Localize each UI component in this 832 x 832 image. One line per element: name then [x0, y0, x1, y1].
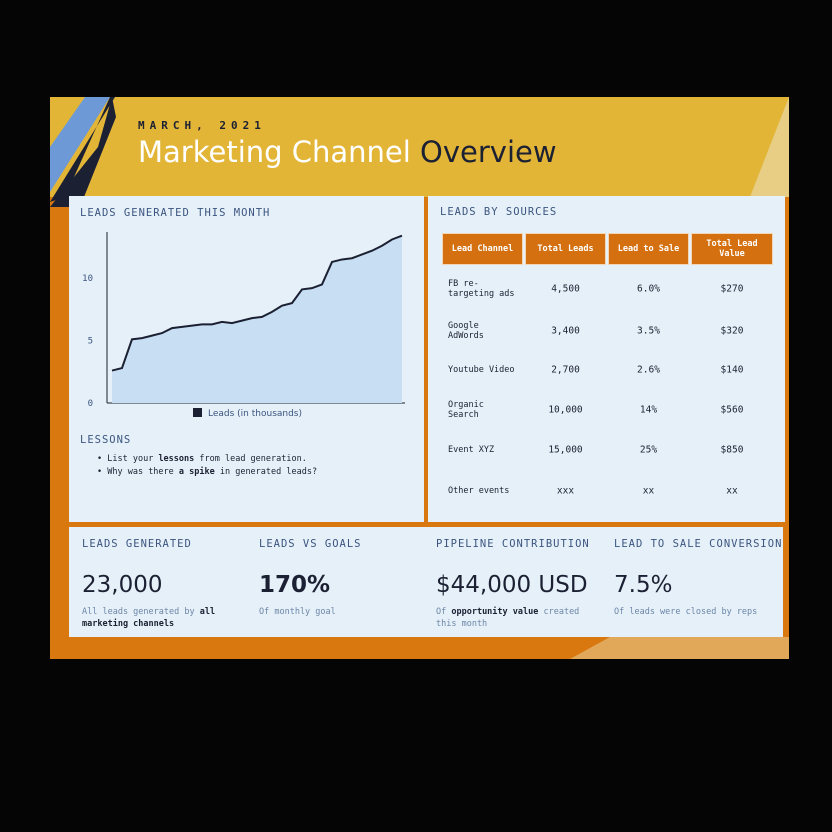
chart: 0 5 10 Leads (in thousands): [82, 232, 405, 419]
kpi-note-text: Of monthly goal: [259, 607, 336, 617]
table-panel: LEADS BY SOURCES Lead Channel Total Leads…: [428, 196, 785, 522]
table-header: Total Leads: [525, 233, 606, 265]
table-header: Total Lead Value: [691, 233, 773, 265]
kpi-label: LEAD TO SALE CONVERSION: [614, 538, 783, 550]
table-cell: 10,000: [548, 404, 583, 416]
table-cell: Organic Search: [448, 400, 484, 420]
legend-swatch: [193, 408, 202, 417]
kpi-note: Of leads were closed by reps: [614, 606, 764, 618]
table-cell: 15,000: [548, 444, 583, 456]
lesson-text: Why was there: [107, 467, 179, 477]
lesson-text: a spike: [178, 467, 215, 477]
kpi-value: 170%: [259, 572, 331, 598]
table-cell: Event XYZ: [448, 445, 495, 455]
table-title: LEADS BY SOURCES: [440, 206, 558, 218]
table-cell: 14%: [639, 404, 658, 416]
date: MARCH, 2021: [138, 119, 266, 132]
kpi-note-text: created this month: [436, 607, 580, 629]
header-band: [50, 97, 789, 197]
decor: [50, 97, 789, 659]
kpi-note: Of opportunity value created this month: [436, 606, 586, 630]
title-emphasis: Overview: [420, 135, 557, 169]
table-cell: FB re-targeting ads: [448, 279, 515, 299]
bullet: •: [97, 454, 108, 464]
lesson-text: List your: [107, 454, 159, 464]
table-cell: Youtube Video: [448, 365, 515, 375]
line: [111, 234, 403, 372]
kpi-value: 7.5%: [614, 572, 673, 598]
kpi-note-text: all marketing channels: [82, 607, 216, 629]
table-header: Lead to Sale: [608, 233, 689, 265]
kpi-note: Of monthly goal: [259, 606, 409, 618]
kpi-panel: LEADS GENERATED 23,000 All leads generated…: [69, 527, 783, 637]
table-cell: $560: [720, 404, 744, 416]
table-cell: xxx: [556, 485, 575, 497]
kpi-label: LEADS GENERATED: [82, 538, 192, 550]
y-tick-label: 5: [88, 337, 93, 347]
table-cell: 2.6%: [637, 364, 660, 376]
table-cell: xx: [726, 485, 738, 497]
table-cell: $270: [720, 283, 744, 295]
kpi-label: PIPELINE CONTRIBUTION: [436, 538, 590, 550]
lesson-text: lessons: [158, 454, 195, 464]
table-cell: $140: [720, 364, 744, 376]
title: Marketing Channel Overview: [138, 135, 557, 169]
poster: MARCH, 2021 Marketing Channel Overview L…: [50, 97, 789, 659]
table-cell: 2,700: [551, 364, 580, 376]
lesson-text: in generated leads?: [214, 467, 318, 477]
table-cell: xx: [642, 485, 655, 497]
table-cell: Google AdWords: [448, 321, 484, 341]
legend-label: Leads (in thousands): [208, 409, 302, 419]
table-cell: $320: [720, 325, 744, 337]
table-cell: $850: [720, 444, 744, 456]
y-tick-label: 10: [82, 274, 93, 284]
kpi-note-text: Of leads were closed by reps: [614, 607, 758, 617]
kpi-label: LEADS VS GOALS: [259, 538, 362, 550]
lesson-item: • List your lessons from lead generation…: [97, 454, 307, 464]
title-main: Marketing Channel: [138, 135, 411, 169]
lessons-title: LESSONS: [80, 434, 132, 446]
y-tick-label: 0: [88, 399, 93, 409]
kpi-note-text: opportunity value: [451, 607, 539, 617]
table-cell: 4,500: [551, 283, 580, 295]
kpi-value: $44,000 USD: [436, 572, 588, 598]
lesson-text: from lead generation.: [194, 454, 307, 464]
bullet: •: [97, 467, 108, 477]
kpi-note-text: All leads generated by: [82, 607, 200, 617]
area-fill: [112, 235, 402, 403]
kpi-note-text: Of: [436, 607, 452, 617]
table-cell: 3,400: [551, 325, 580, 337]
chart-panel: LEADS GENERATED THIS MONTH 0 5 10 Leads (in…: [69, 196, 424, 522]
kpi-note: All leads generated by all marketing cha…: [82, 606, 232, 630]
table-cell: 3.5%: [637, 325, 660, 337]
lesson-item: • Why was there a spike in generated lea…: [97, 467, 317, 477]
table-cell: 6.0%: [637, 283, 660, 295]
table-header: Lead Channel: [442, 233, 523, 265]
chart-title: LEADS GENERATED THIS MONTH: [80, 207, 271, 219]
table-cell: 25%: [639, 444, 658, 456]
table-cell: Other events: [448, 486, 510, 496]
kpi-value: 23,000: [82, 572, 163, 598]
